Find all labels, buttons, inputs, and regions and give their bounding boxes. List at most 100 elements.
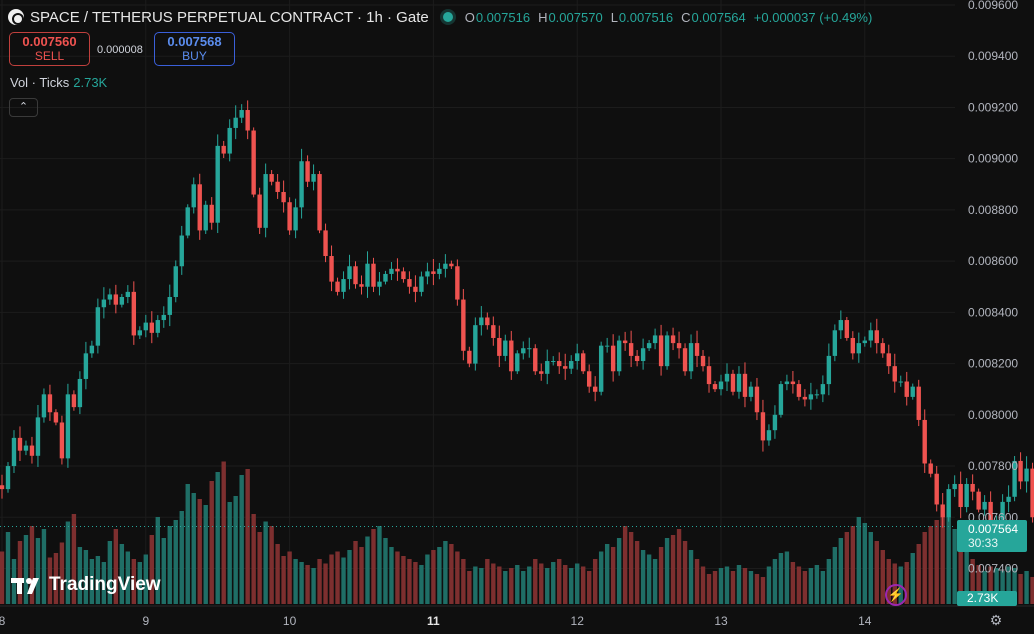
- symbol-title[interactable]: SPACE / TETHERUS PERPETUAL CONTRACT · 1h…: [30, 8, 429, 26]
- candle-body: [563, 366, 568, 369]
- volume-bar: [718, 568, 724, 604]
- sell-label: SELL: [34, 49, 65, 63]
- volume-bar: [473, 566, 478, 604]
- volume-legend[interactable]: Vol · Ticks 2.73K: [10, 75, 107, 90]
- gear-icon[interactable]: ⚙: [989, 612, 1003, 628]
- market-open-icon: [442, 12, 453, 22]
- candle-body: [497, 337, 502, 356]
- volume-bar: [227, 502, 232, 604]
- candle-body: [11, 437, 17, 467]
- volume-bar: [545, 568, 550, 604]
- candle-body: [215, 145, 220, 223]
- volume-bar: [694, 559, 700, 604]
- candle-body: [521, 348, 526, 354]
- candle-body: [736, 373, 742, 392]
- candle-body: [742, 373, 748, 397]
- candle-body: [245, 110, 250, 131]
- volume-bar: [83, 550, 89, 604]
- candle-body: [586, 371, 592, 387]
- volume-bars: [0, 461, 1034, 604]
- volume-bar: [101, 562, 107, 604]
- volume-bar: [479, 568, 484, 604]
- candle-body: [988, 501, 993, 523]
- buy-button[interactable]: 0.007568 BUY: [154, 32, 235, 66]
- change-value: +0.000037 (+0.49%): [753, 9, 873, 25]
- volume-bar: [317, 559, 322, 604]
- volume-bar: [359, 547, 364, 604]
- high-label: H: [538, 9, 548, 25]
- volume-bar: [293, 559, 298, 604]
- volume-bar: [239, 475, 244, 604]
- candle-body: [958, 483, 963, 508]
- candle-body: [1006, 496, 1011, 502]
- candle-body: [790, 381, 796, 385]
- volume-bar: [820, 571, 826, 604]
- volume-bar: [575, 563, 580, 604]
- volume-bar: [814, 565, 820, 604]
- volume-legend-label: Vol · Ticks: [10, 75, 70, 90]
- volume-bar: [65, 521, 71, 604]
- candle-body: [71, 394, 77, 408]
- candle-body: [269, 174, 274, 182]
- candle-body: [694, 343, 700, 356]
- candle-body: [35, 417, 41, 456]
- candle-body: [874, 330, 879, 344]
- volume-bar: [311, 568, 316, 604]
- time-tick-label: 14: [858, 614, 872, 628]
- candle-body: [317, 174, 322, 231]
- chart-grid: [0, 0, 955, 604]
- candle-body: [1030, 468, 1034, 518]
- symbol-logo-icon[interactable]: [8, 9, 24, 25]
- volume-bar: [1030, 577, 1034, 604]
- candle-body: [1012, 460, 1017, 497]
- candle-body: [748, 386, 754, 397]
- volume-bar: [275, 544, 280, 604]
- price-axis[interactable]: 0.009600 0.009400 0.009200 0.009000 0.008800…: [968, 0, 1018, 576]
- time-axis[interactable]: 8 9 10 11 12 13 14: [0, 605, 1034, 628]
- candle-body: [161, 314, 166, 321]
- volume-bar: [269, 526, 274, 604]
- candle-body: [437, 268, 442, 274]
- volume-bar: [760, 577, 766, 604]
- lightning-icon[interactable]: ⚡: [885, 584, 907, 606]
- candle-body: [89, 345, 95, 354]
- volume-bar: [569, 568, 574, 604]
- candle-body: [53, 412, 59, 423]
- candle-body: [850, 337, 856, 354]
- volume-bar: [263, 521, 268, 604]
- price-tick-label: 0.008800: [968, 203, 1018, 217]
- time-tick-label: 9: [142, 614, 149, 628]
- volume-bar: [485, 559, 490, 604]
- volume-bar: [658, 547, 664, 604]
- volume-bar: [557, 559, 562, 604]
- price-tick-label: 0.009200: [968, 100, 1018, 114]
- volume-bar: [77, 547, 83, 604]
- volume-bar: [431, 550, 436, 604]
- volume-bar: [377, 526, 382, 604]
- volume-bar: [622, 526, 628, 604]
- time-tick-label: 13: [714, 614, 728, 628]
- candle-body: [916, 386, 921, 420]
- close-value: 0.007564: [691, 9, 746, 25]
- volume-bar: [41, 529, 47, 604]
- volume-bar: [586, 571, 592, 604]
- candle-body: [904, 381, 909, 397]
- candle-body: [760, 412, 766, 441]
- candle-body: [185, 207, 190, 236]
- candle-body: [527, 348, 532, 350]
- candle-body: [377, 281, 382, 287]
- candle-body: [407, 279, 412, 287]
- volume-bar: [934, 520, 939, 604]
- sell-button[interactable]: 0.007560 SELL: [9, 32, 90, 66]
- volume-bar: [425, 554, 430, 604]
- candle-body: [263, 174, 268, 228]
- tradingview-logo-icon: [11, 578, 39, 594]
- candle-body: [982, 501, 987, 510]
- candle-body: [634, 355, 640, 362]
- collapse-legend-button[interactable]: ⌃: [9, 98, 38, 117]
- candle-body: [119, 296, 125, 305]
- volume-bar: [598, 551, 604, 604]
- tradingview-logo[interactable]: TradingView: [11, 574, 161, 596]
- volume-bar: [509, 568, 514, 604]
